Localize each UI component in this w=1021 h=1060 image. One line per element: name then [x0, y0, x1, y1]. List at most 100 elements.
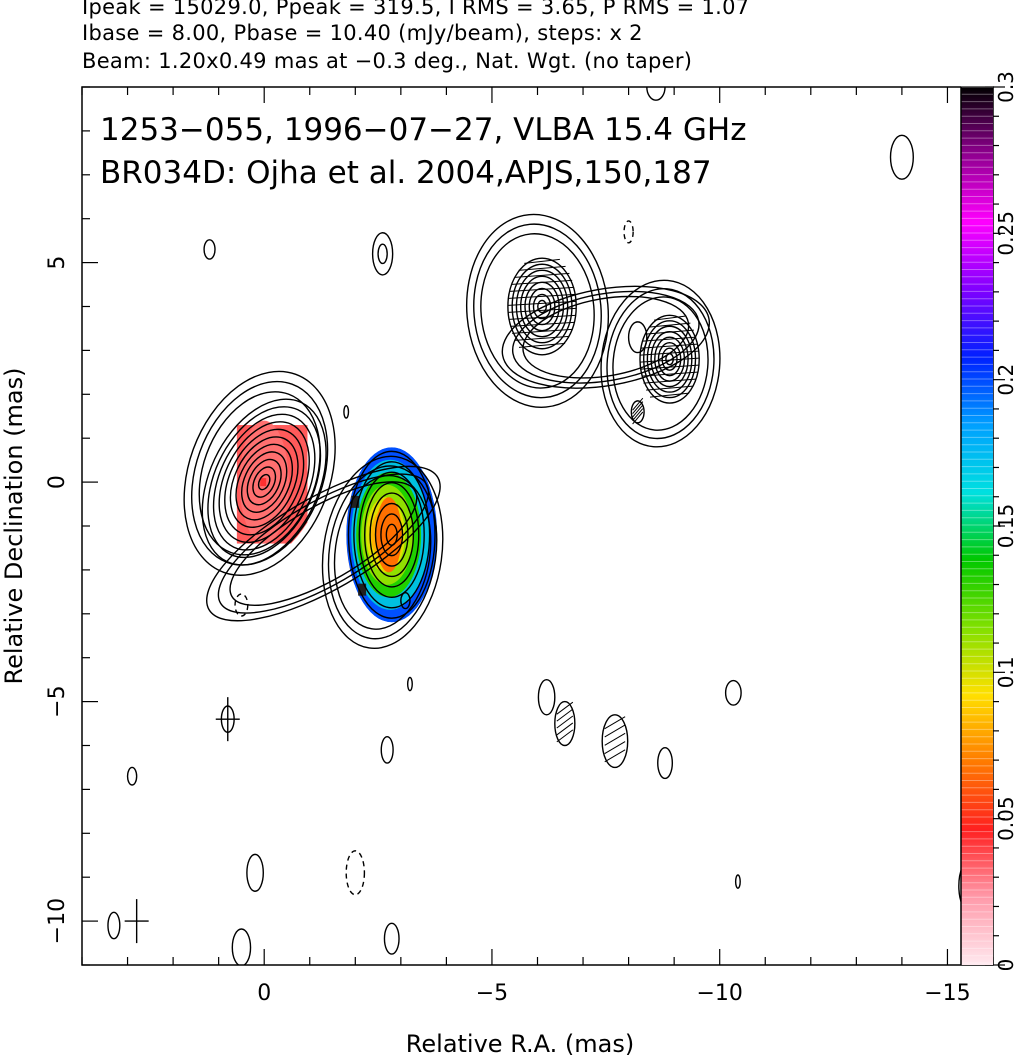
header-line-2: Ibase = 8.00, Pbase = 10.40 (mJy/beam), … [82, 21, 643, 45]
noise-contour [724, 679, 742, 706]
source-contour [353, 461, 431, 609]
polarization-vector [510, 321, 574, 327]
polarization-vector [632, 411, 644, 425]
noise-contour [400, 592, 411, 610]
polarization-vector [512, 328, 572, 334]
noise-contour [601, 714, 629, 769]
envelope-contour [465, 213, 610, 408]
polarization-vector [654, 315, 686, 321]
source-contour [380, 513, 404, 557]
noise-contour [383, 922, 400, 955]
x-tick-label: 0 [257, 981, 271, 1006]
source-contour [374, 502, 409, 567]
noise-contour [734, 874, 741, 889]
source-contour [358, 471, 425, 599]
polarization-vector [556, 722, 574, 736]
polarization-vector [632, 408, 644, 421]
noise-contour [234, 593, 249, 617]
source-contour [347, 450, 436, 619]
polarization-vector [604, 724, 626, 738]
source-contour [240, 451, 288, 513]
source-annotation-line1: 1253−055, 1996−07−27, VLBA 15.4 GHz [100, 112, 746, 148]
y-tick-label: −10 [45, 898, 70, 944]
polarization-vector [518, 342, 566, 348]
y-tick-label: 0 [45, 475, 70, 489]
polarization-vector [632, 404, 644, 418]
source-contour [363, 481, 420, 588]
colorbar: 0 0.05 0.1 0.15 0.2 0.25 0.3 [960, 71, 1018, 972]
colorbar-tick-label: 0.25 [994, 211, 1018, 256]
source-contour [520, 275, 565, 338]
envelope-contour [606, 287, 715, 440]
envelope-contour [327, 465, 438, 640]
polarization-vector [604, 732, 626, 746]
noise-contour [623, 220, 634, 244]
source-contour [507, 257, 577, 356]
polarization-vector [641, 371, 698, 377]
colorbar-tick-label: 0.05 [994, 796, 1018, 841]
polarization-vector [604, 716, 626, 730]
envelope-contour [333, 474, 432, 630]
source-contour [207, 406, 322, 559]
noise-contour [657, 746, 674, 780]
source-contour [224, 428, 305, 536]
source-contour [218, 421, 310, 544]
noise-contour [107, 911, 121, 940]
source-contour [201, 398, 327, 566]
source-contour [511, 263, 573, 350]
polarization-vector [640, 350, 699, 356]
noise-contour [554, 700, 576, 747]
polarization-vector [510, 286, 575, 292]
plot-frame [81, 86, 994, 966]
header-line-1: Ipeak = 15029.0, Ppeak = 319.5, I RMS = … [82, 0, 750, 19]
polarization-vector [604, 749, 626, 763]
source-contour [252, 466, 277, 498]
x-tick-label: −10 [696, 981, 742, 1006]
colorbar-tick-label: 0.3 [994, 71, 1018, 103]
source-contour [515, 269, 569, 344]
polarization-vector [641, 343, 698, 349]
envelope-contour [198, 391, 321, 556]
source-contour [235, 443, 294, 521]
polarization-vector [508, 307, 576, 313]
polarization-vector [508, 293, 576, 299]
polarization-vector [640, 364, 699, 370]
polarization-vector [649, 392, 690, 398]
colorbar-strip [961, 87, 993, 965]
source-contour [385, 523, 398, 546]
polarization-vector [648, 322, 691, 328]
polarization-vector [556, 701, 574, 715]
polarization-vector [604, 741, 626, 754]
y-axis-label: Relative Declination (mas) [0, 367, 28, 684]
intensity-contours [107, 87, 993, 965]
source-contour [639, 314, 700, 404]
source-contour [665, 352, 674, 366]
polarization-vector [632, 401, 644, 414]
axis-tick-labels: 0 −5 −10 −15 5 0 −5 −10 [45, 256, 971, 1006]
source-contour [246, 458, 282, 506]
polarization-vector [556, 715, 574, 729]
noise-contour [537, 678, 556, 716]
source-annotation-line2: BR034D: Ojha et al. 2004,APJS,150,187 [100, 155, 712, 191]
colorbar-tick-label: 0.2 [994, 364, 1018, 396]
noise-contour [889, 134, 914, 180]
source-contour [532, 293, 552, 320]
polarization-vector [514, 335, 570, 341]
source-contour [257, 473, 271, 491]
noise-contour [126, 766, 138, 786]
noise-contour [627, 321, 648, 354]
source-contour [642, 320, 697, 399]
polarization-vector [645, 329, 694, 335]
envelope-contour [183, 370, 336, 576]
polarization-vector [642, 336, 697, 342]
colorbar-tick-label: 0.15 [994, 504, 1018, 549]
polarization-vector [524, 258, 560, 264]
colorbar-tick-label: 0.1 [994, 656, 1018, 688]
x-tick-label: −5 [476, 981, 508, 1006]
noise-contour [380, 736, 394, 764]
source-contour [537, 299, 548, 314]
polarization-vector [643, 378, 696, 384]
colorbar-tick-label: 0 [994, 959, 1018, 972]
noise-contour [345, 850, 366, 896]
